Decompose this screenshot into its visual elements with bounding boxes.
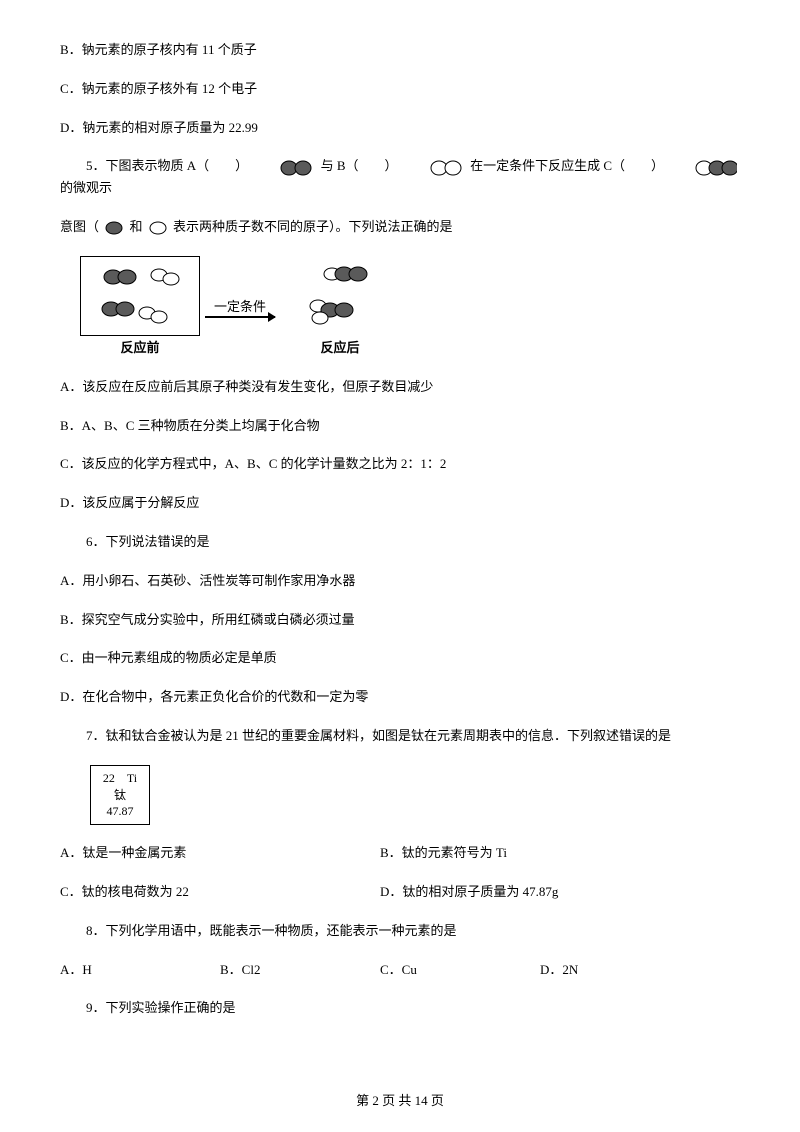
question-8: 8．下列化学用语中，既能表示一种物质，还能表示一种元素的是 [60, 921, 740, 942]
q5-text-3: 在一定条件下反应生成 C（ ） [470, 158, 664, 173]
element-box: 22 Ti 钛 47.87 [90, 765, 150, 825]
q7-option-a: A．钛是一种金属元素 [60, 843, 380, 864]
q7-option-c: C．钛的核电荷数为 22 [60, 882, 380, 903]
q6-option-d: D．在化合物中，各元素正负化合价的代数和一定为零 [60, 687, 740, 708]
arrow-icon [205, 316, 275, 318]
q8-option-c: C．Cu [380, 960, 540, 981]
q5-text-2: 与 B（ ） [321, 158, 398, 173]
q5-option-c: C．该反应的化学方程式中，A、B、C 的化学计量数之比为 2：1：2 [60, 454, 740, 475]
atom-dark-icon [104, 217, 124, 238]
q7-row-2: C．钛的核电荷数为 22 D．钛的相对原子质量为 47.87g [60, 882, 740, 903]
arrow-label: 一定条件 [214, 297, 266, 318]
molecule-a-icon [253, 157, 315, 178]
before-label: 反应前 [80, 338, 200, 359]
option-prev-c: C．钠元素的原子核外有 12 个电子 [60, 79, 740, 100]
element-mass: 47.87 [97, 803, 143, 820]
question-9: 9．下列实验操作正确的是 [60, 998, 740, 1019]
before-box [80, 256, 200, 336]
q8-options: A．H B．Cl2 C．Cu D．2N [60, 960, 740, 981]
q5-option-b: B．A、B、C 三种物质在分类上均属于化合物 [60, 416, 740, 437]
element-name: 钛 [97, 787, 143, 804]
q5-option-d: D．该反应属于分解反应 [60, 493, 740, 514]
after-container: 反应后 [280, 256, 400, 359]
q5-text-4: 的微观示 [60, 180, 112, 195]
q6-option-c: C．由一种元素组成的物质必定是单质 [60, 648, 740, 669]
q5-line2-3: 表示两种质子数不同的原子）。下列说法正确的是 [173, 219, 453, 234]
reaction-diagram: 反应前 一定条件 反应后 [80, 256, 740, 359]
q5-line2-1: 意图（ [60, 219, 99, 234]
molecule-c-icon [669, 157, 737, 178]
option-prev-d: D．钠元素的相对原子质量为 22.99 [60, 118, 740, 139]
q7-row-1: A．钛是一种金属元素 B．钛的元素符号为 Ti [60, 843, 740, 864]
question-5-line2: 意图（ 和 表示两种质子数不同的原子）。下列说法正确的是 [60, 217, 740, 238]
q8-option-b: B．Cl2 [220, 960, 380, 981]
question-5: 5．下图表示物质 A（ ） 与 B（ ） 在一定条件下反应生成 C（ ） 的微观… [60, 156, 740, 198]
q7-option-d: D．钛的相对原子质量为 47.87g [380, 882, 558, 903]
q7-option-b: B．钛的元素符号为 Ti [380, 843, 507, 864]
before-container: 反应前 [80, 256, 200, 359]
arrow-section: 一定条件 [205, 297, 275, 317]
after-box [280, 256, 400, 336]
q5-text-1: 5．下图表示物质 A（ ） [86, 158, 248, 173]
question-6: 6．下列说法错误的是 [60, 532, 740, 553]
option-prev-b: B．钠元素的原子核内有 11 个质子 [60, 40, 740, 61]
q8-option-a: A．H [60, 960, 220, 981]
element-number-symbol: 22 Ti [97, 770, 143, 787]
q6-option-b: B．探究空气成分实验中，所用红磷或白磷必须过量 [60, 610, 740, 631]
page-footer: 第 2 页 共 14 页 [0, 1091, 800, 1112]
atom-light-icon [148, 217, 168, 238]
q8-option-d: D．2N [540, 960, 700, 981]
q5-line2-2: 和 [130, 219, 143, 234]
question-7: 7．钛和钛合金被认为是 21 世纪的重要金属材料，如图是钛在元素周期表中的信息．… [60, 726, 740, 747]
after-label: 反应后 [280, 338, 400, 359]
q6-option-a: A．用小卵石、石英砂、活性炭等可制作家用净水器 [60, 571, 740, 592]
molecule-b-icon [403, 157, 465, 178]
q5-option-a: A．该反应在反应前后其原子种类没有发生变化，但原子数目减少 [60, 377, 740, 398]
